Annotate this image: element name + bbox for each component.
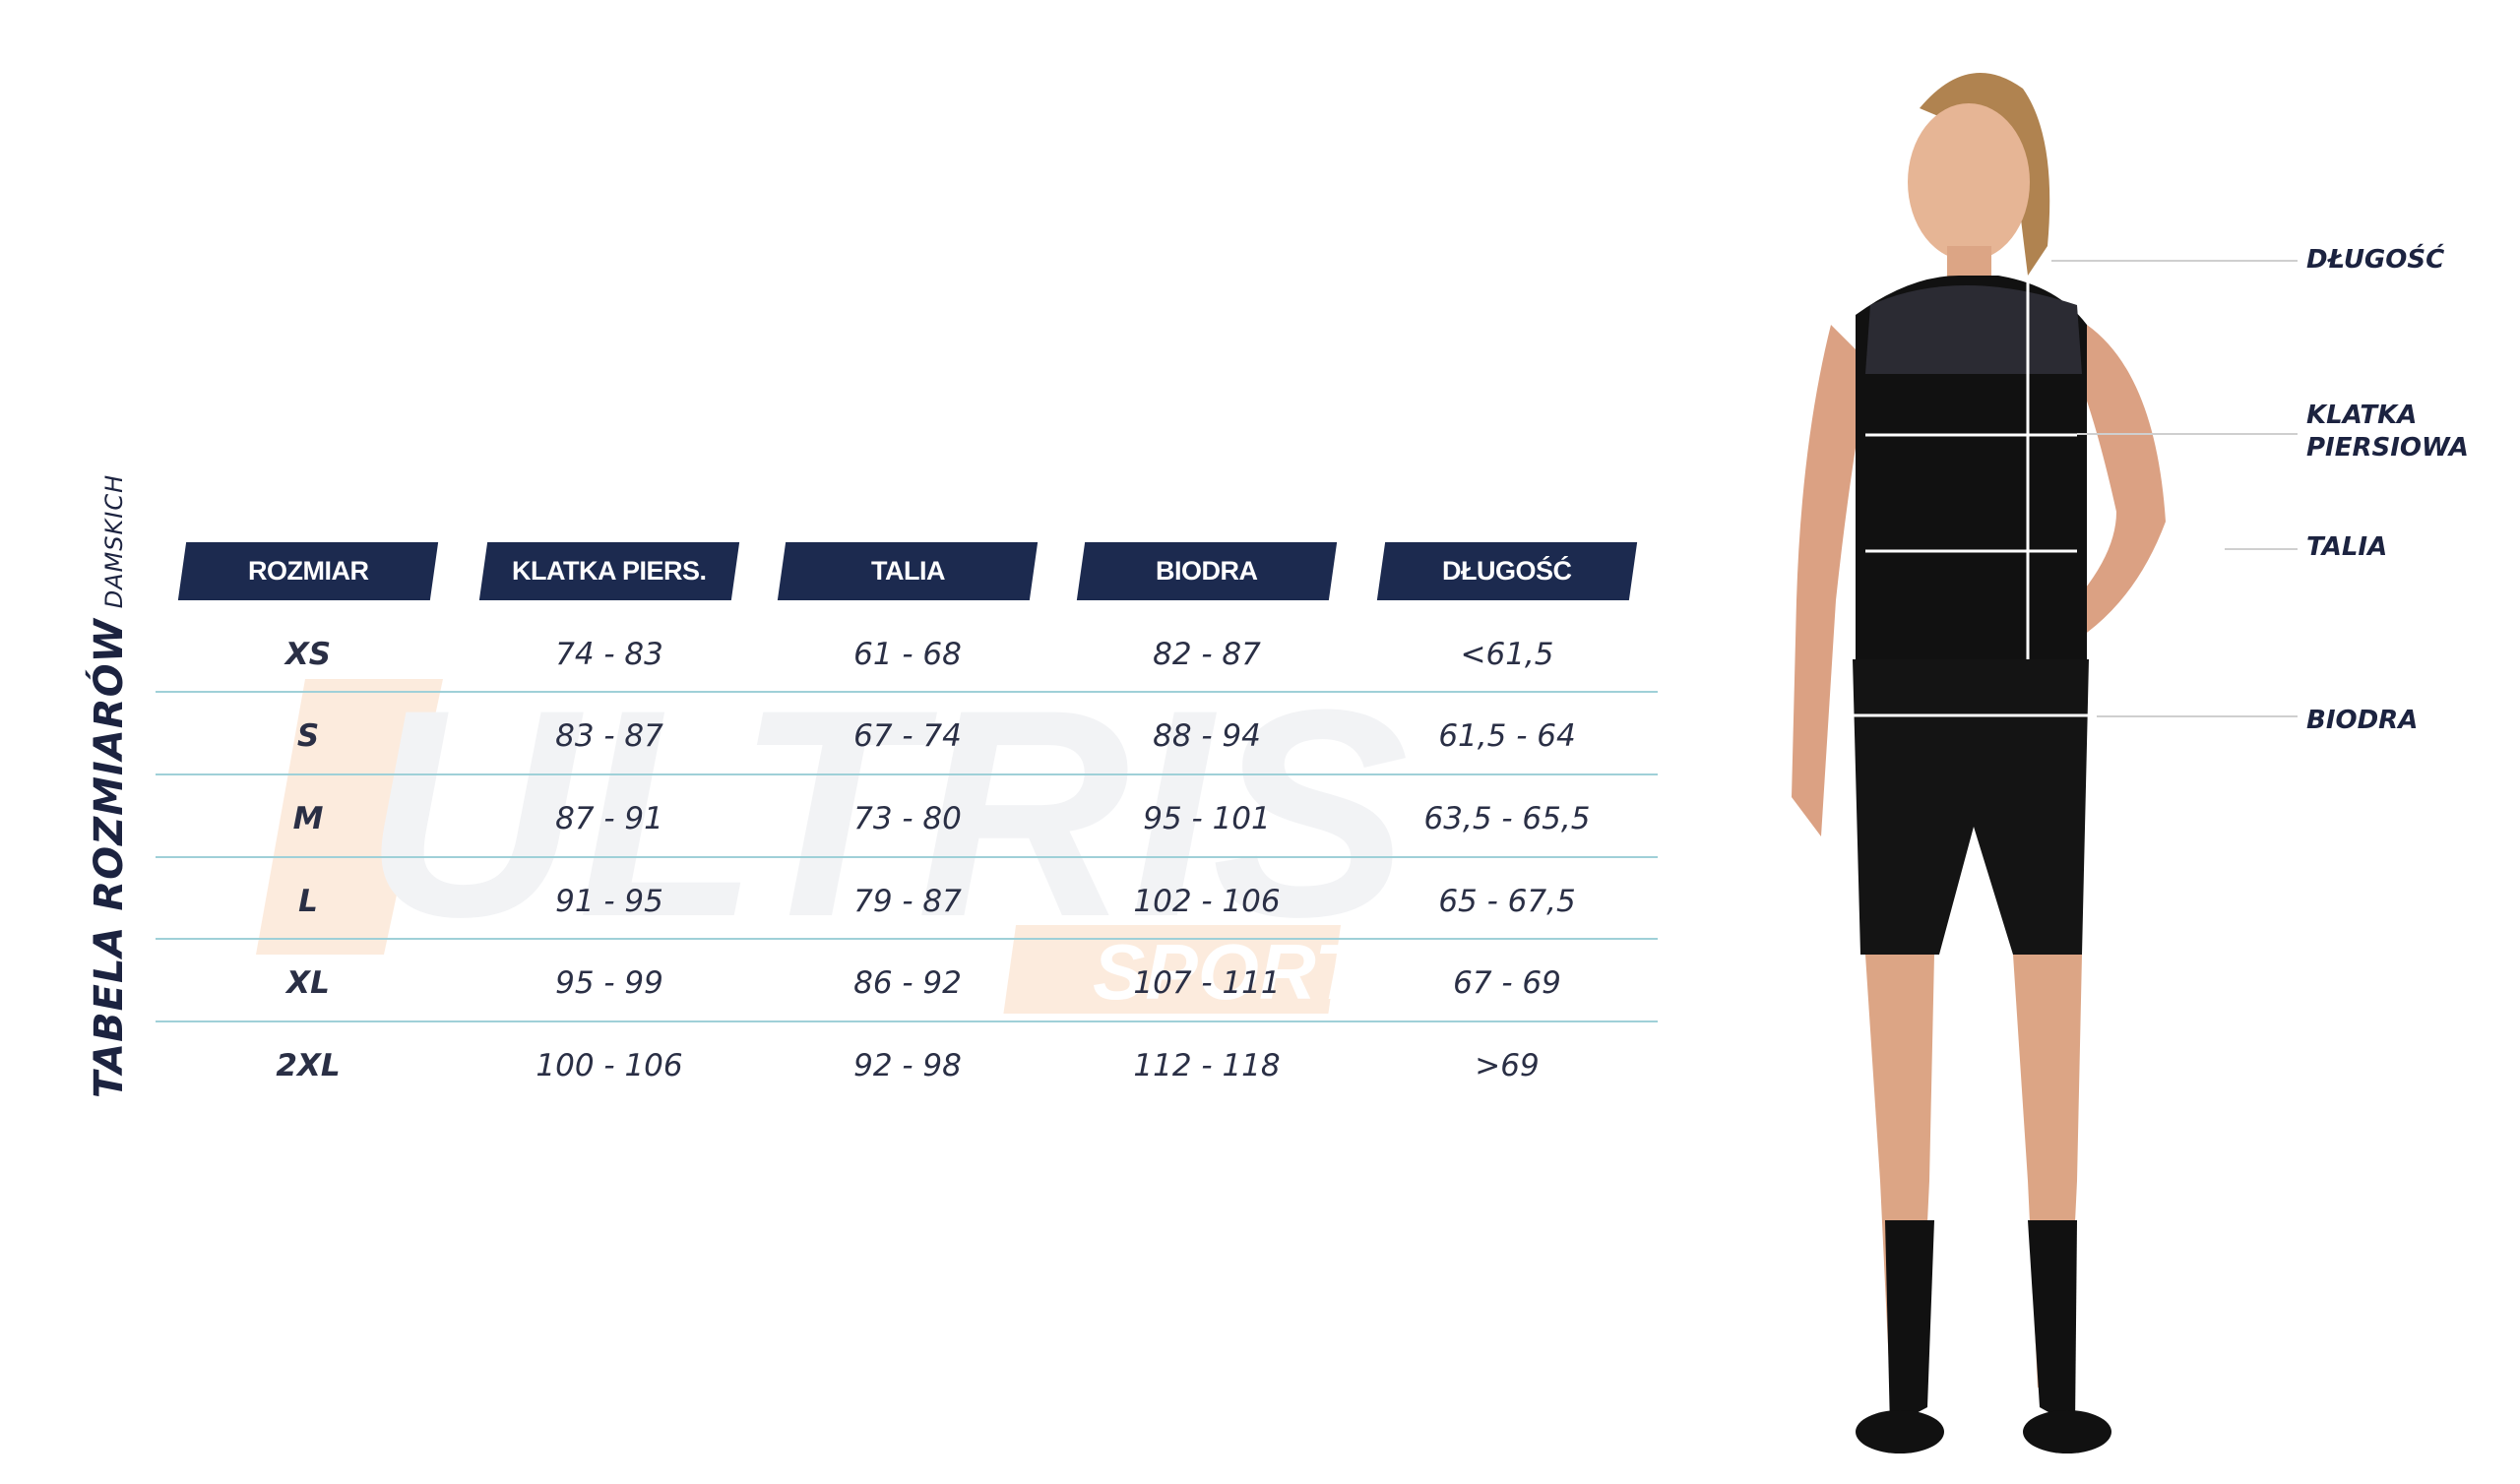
label-length: DŁUGOŚĆ bbox=[2306, 245, 2445, 275]
header-label: KLATKA PIERS. bbox=[512, 556, 707, 586]
measurement-cell: 102 - 106 bbox=[1133, 884, 1281, 919]
measurement-cell: >69 bbox=[1475, 1048, 1540, 1083]
header-size: ROZMIAR bbox=[177, 542, 439, 600]
measurement-cell: 73 - 80 bbox=[853, 801, 962, 836]
header-hips: BIODRA bbox=[1076, 542, 1338, 600]
header-label: DŁUGOŚĆ bbox=[1442, 556, 1572, 586]
measurement-cell: 63,5 - 65,5 bbox=[1423, 801, 1591, 836]
label-chest-line1: KLATKA bbox=[2306, 401, 2418, 430]
size-cell: XS bbox=[284, 637, 332, 672]
chest-pointer-line bbox=[2077, 433, 2298, 435]
measurement-cell: 67 - 69 bbox=[1453, 965, 1561, 1001]
measurement-cell: 61 - 68 bbox=[853, 637, 962, 672]
measurement-cell: 107 - 111 bbox=[1133, 965, 1281, 1001]
length-pointer-line bbox=[2051, 260, 2298, 262]
header-chest: KLATKA PIERS. bbox=[478, 542, 740, 600]
row-divider bbox=[156, 1020, 1658, 1022]
measurement-cell: 87 - 91 bbox=[555, 801, 663, 836]
measurement-cell: 91 - 95 bbox=[555, 884, 663, 919]
header-waist: TALIA bbox=[777, 542, 1039, 600]
measurement-cell: 92 - 98 bbox=[853, 1048, 962, 1083]
header-label: TALIA bbox=[870, 556, 945, 586]
measurement-cell: 112 - 118 bbox=[1133, 1048, 1281, 1083]
header-label: ROZMIAR bbox=[247, 556, 369, 586]
measurement-cell: 95 - 101 bbox=[1143, 801, 1271, 836]
row-divider bbox=[156, 773, 1658, 775]
measurement-cell: 88 - 94 bbox=[1153, 718, 1261, 754]
row-divider bbox=[156, 691, 1658, 693]
title-sub: DAMSKICH bbox=[100, 473, 128, 609]
chart-title: TABELA ROZMIARÓW DAMSKICH bbox=[87, 474, 132, 1098]
size-cell: S bbox=[296, 718, 320, 754]
measurement-cell: <61,5 bbox=[1460, 637, 1554, 672]
measurement-cell: 83 - 87 bbox=[555, 718, 663, 754]
measurement-cell: 82 - 87 bbox=[1153, 637, 1261, 672]
measurement-cell: 100 - 106 bbox=[536, 1048, 683, 1083]
title-main: TABELA ROZMIARÓW bbox=[87, 618, 132, 1098]
measurement-cell: 86 - 92 bbox=[853, 965, 962, 1001]
model-photo bbox=[1792, 73, 2166, 1453]
size-cell: XL bbox=[286, 965, 330, 1001]
size-cell: L bbox=[298, 884, 318, 919]
row-divider bbox=[156, 938, 1658, 940]
measurement-cell: 65 - 67,5 bbox=[1438, 884, 1576, 919]
row-divider bbox=[156, 856, 1658, 858]
measurement-cell: 67 - 74 bbox=[853, 718, 962, 754]
label-chest-line2: PIERSIOWA bbox=[2306, 433, 2469, 463]
hips-pointer-line bbox=[2097, 715, 2298, 717]
measurement-cell: 79 - 87 bbox=[853, 884, 962, 919]
measurement-cell: 95 - 99 bbox=[555, 965, 663, 1001]
label-waist: TALIA bbox=[2306, 532, 2388, 562]
measurement-cell: 74 - 83 bbox=[555, 637, 663, 672]
waist-pointer-line bbox=[2225, 548, 2298, 550]
measurement-cell: 61,5 - 64 bbox=[1438, 718, 1576, 754]
header-label: BIODRA bbox=[1156, 556, 1258, 586]
size-cell: 2XL bbox=[276, 1048, 341, 1083]
label-hips: BIODRA bbox=[2306, 706, 2419, 735]
header-length: DŁUGOŚĆ bbox=[1376, 542, 1638, 600]
size-cell: M bbox=[292, 801, 324, 836]
